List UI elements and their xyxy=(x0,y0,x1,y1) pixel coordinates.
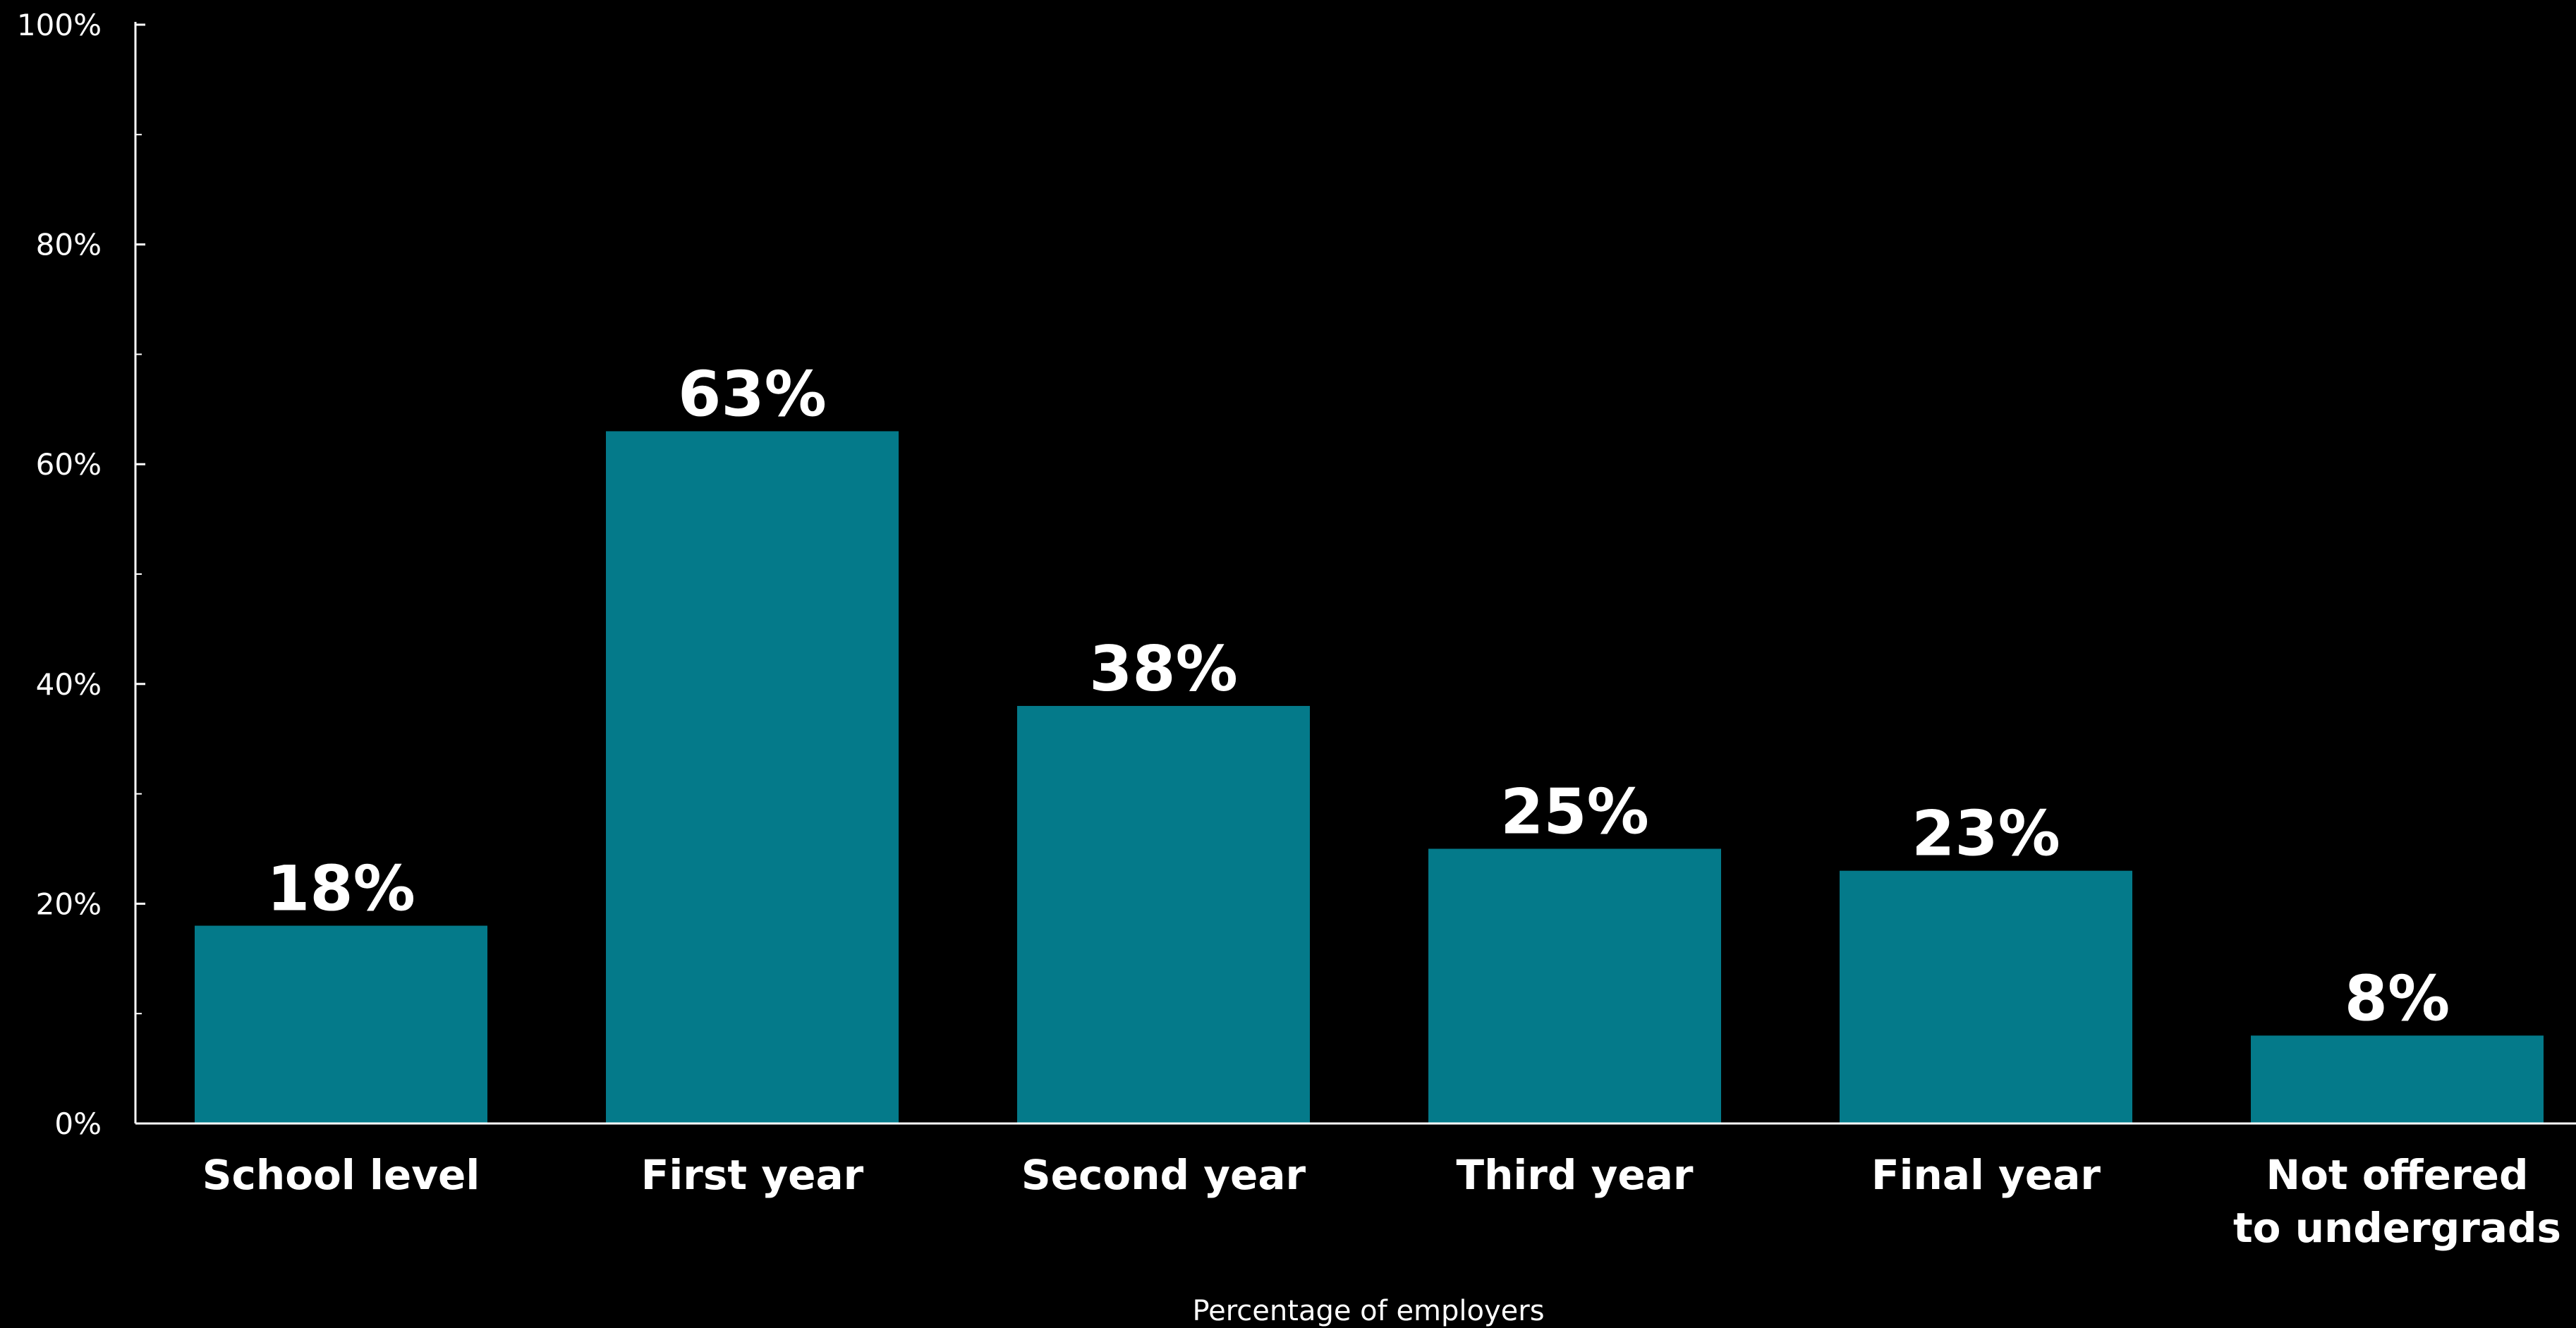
x-category-label: Third year xyxy=(1457,1151,1694,1199)
y-tick-label: 40% xyxy=(36,667,102,702)
bar-value-label: 63% xyxy=(678,358,827,430)
y-tick-label: 60% xyxy=(36,447,102,482)
x-category-label-line: Not offered xyxy=(2266,1151,2529,1199)
bar xyxy=(195,925,487,1123)
y-tick-label: 20% xyxy=(36,887,102,921)
bar-value-label: 23% xyxy=(1912,798,2060,870)
x-axis-title: Percentage of employers xyxy=(1192,1295,1544,1327)
x-category-label-line: First year xyxy=(641,1151,864,1199)
bar xyxy=(1428,848,1721,1123)
y-tick-label: 0% xyxy=(54,1107,102,1141)
x-category-label: First year xyxy=(641,1151,864,1199)
bar xyxy=(1017,705,1310,1123)
x-category-label: Not offered to undergrads xyxy=(2233,1151,2561,1252)
bar-series: 18% 63% 38% 25% 23% 8% xyxy=(195,358,2544,1123)
x-category-label-line: Final year xyxy=(1871,1151,2101,1199)
x-category-label: School level xyxy=(202,1151,480,1199)
bar xyxy=(606,431,899,1123)
bar-value-label: 18% xyxy=(267,853,415,925)
bar-value-label: 38% xyxy=(1089,633,1238,705)
bar-value-label: 25% xyxy=(1500,776,1649,848)
x-category-label-line: to undergrads xyxy=(2233,1204,2561,1252)
x-category-label: Final year xyxy=(1871,1151,2101,1199)
x-category-label-line: Third year xyxy=(1457,1151,1694,1199)
x-category-label-line: School level xyxy=(202,1151,480,1199)
bar xyxy=(2251,1035,2544,1123)
y-axis: 0% 20% 40% 60% 80% 100% xyxy=(17,8,145,1141)
x-axis: School level First year Second year Third y… xyxy=(135,1122,2576,1252)
x-category-label: Second year xyxy=(1021,1151,1306,1199)
bar-value-label: 8% xyxy=(2345,962,2450,1035)
bar xyxy=(1840,870,2132,1123)
y-tick-label: 80% xyxy=(36,228,102,262)
y-tick-label: 100% xyxy=(17,8,102,42)
x-category-label-line: Second year xyxy=(1021,1151,1306,1199)
